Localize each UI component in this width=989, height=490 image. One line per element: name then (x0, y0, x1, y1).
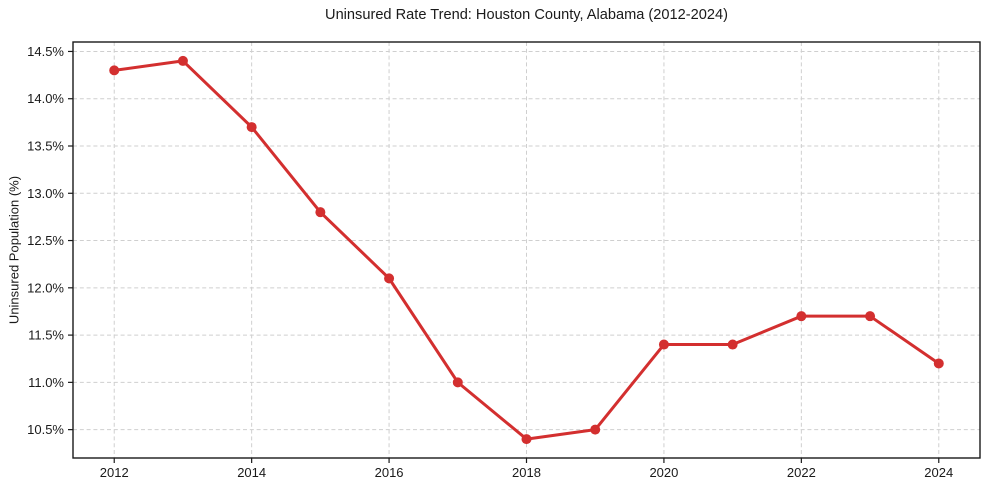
data-point-2023 (865, 311, 876, 322)
data-point-2024 (933, 358, 944, 369)
x-tick-label: 2016 (375, 465, 404, 480)
y-tick-label: 12.0% (27, 280, 64, 295)
data-point-2014 (246, 122, 257, 133)
y-tick-label: 11.0% (28, 375, 64, 390)
data-point-2018 (521, 434, 532, 445)
x-tick-label: 2018 (512, 465, 541, 480)
data-point-2017 (452, 377, 463, 388)
data-point-2016 (384, 273, 395, 284)
y-tick-label: 14.0% (27, 91, 64, 106)
y-tick-label: 14.5% (27, 44, 64, 59)
data-point-2021 (727, 339, 738, 350)
data-point-2013 (177, 55, 188, 66)
chart-title: Uninsured Rate Trend: Houston County, Al… (325, 7, 728, 23)
y-tick-label: 12.5% (27, 233, 64, 248)
y-tick-label: 13.5% (27, 139, 64, 154)
data-point-2015 (315, 207, 326, 218)
y-tick-label: 11.5% (28, 328, 64, 343)
x-tick-label: 2020 (649, 465, 678, 480)
x-tick-label: 2022 (787, 465, 816, 480)
x-tick-label: 2012 (100, 465, 129, 480)
data-point-2022 (796, 311, 807, 322)
y-tick-label: 10.5% (27, 422, 64, 437)
data-point-2020 (658, 339, 669, 350)
x-tick-label: 2014 (237, 465, 266, 480)
y-tick-label: 13.0% (27, 186, 64, 201)
data-point-2019 (590, 424, 601, 435)
data-point-2012 (109, 65, 120, 76)
plot-border (72, 41, 981, 459)
x-tick-label: 2024 (924, 465, 953, 480)
